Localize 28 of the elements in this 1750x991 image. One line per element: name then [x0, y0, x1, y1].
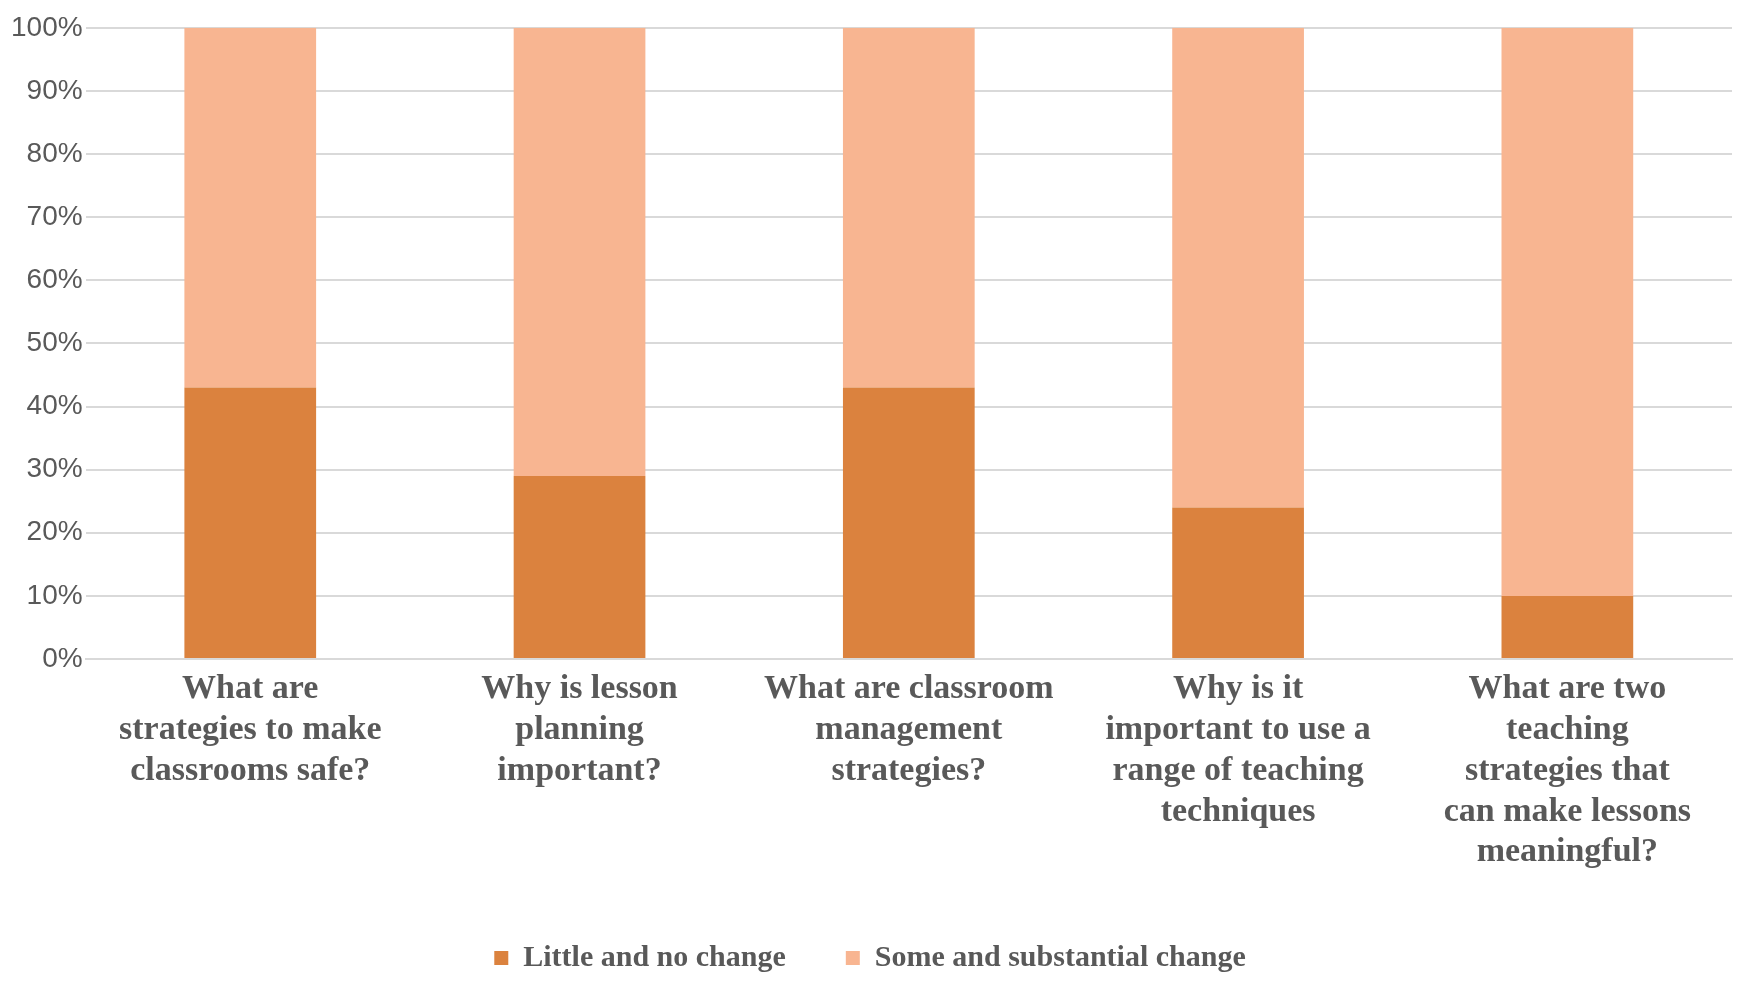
y-tick-label: 90% — [26, 73, 83, 105]
x-tick-label: Why is lesson planning important? — [481, 668, 678, 787]
y-tick-label: 80% — [26, 136, 83, 168]
bar — [842, 387, 975, 658]
bar — [513, 27, 646, 476]
legend-label: Little and no change — [523, 938, 786, 972]
y-tick-label: 100% — [10, 10, 83, 42]
x-tick-label: Why is it important to use a range of teaching techniques — [1105, 668, 1371, 828]
bar — [1172, 507, 1304, 658]
y-tick-label: 70% — [26, 199, 83, 231]
x-tick-label: What are strategies to make classrooms safe? — [119, 668, 382, 787]
bar — [1501, 595, 1634, 658]
bar — [513, 475, 646, 658]
y-tick-label: 30% — [26, 452, 83, 484]
y-tick-label: 20% — [26, 515, 83, 547]
bar — [184, 27, 317, 388]
bar — [1172, 27, 1304, 508]
x-tick-label: What are two teaching strategies that can make lessons meaningful? — [1443, 668, 1692, 869]
x-tick-label: What are classroom management strategies? — [764, 668, 1054, 787]
bar — [842, 27, 975, 388]
bar — [184, 387, 317, 658]
y-tick-label: 60% — [26, 263, 83, 294]
y-tick-label: 50% — [26, 326, 83, 358]
y-tick-label: 10% — [26, 578, 83, 610]
y-tick-label: 40% — [26, 389, 83, 421]
legend-label: Some and substantial change — [874, 938, 1246, 972]
y-tick-label: 0% — [42, 641, 83, 673]
bar — [1501, 27, 1634, 596]
